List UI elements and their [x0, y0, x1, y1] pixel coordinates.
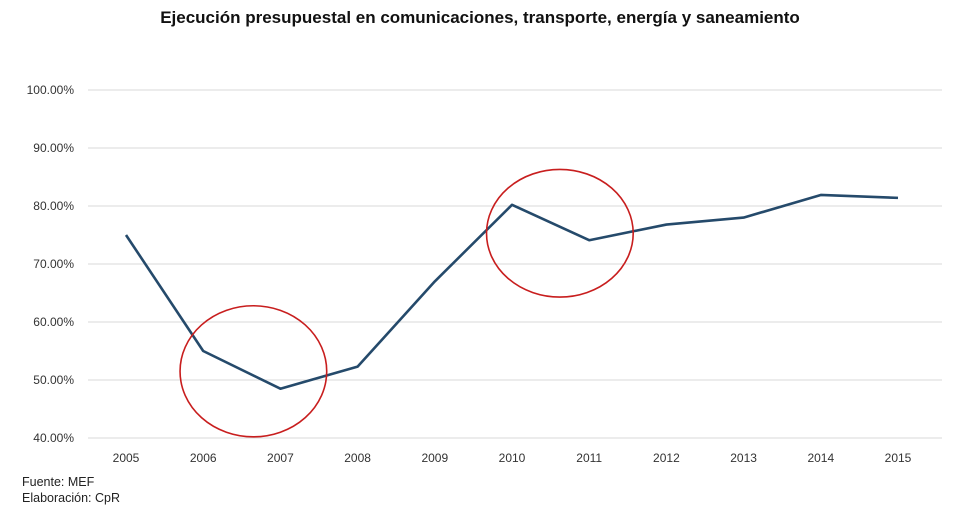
- source-note: Fuente: MEF: [22, 475, 95, 489]
- chart-title: Ejecución presupuestal en comunicaciones…: [160, 8, 800, 27]
- x-tick-label: 2009: [421, 451, 448, 465]
- y-tick-label: 100.00%: [27, 83, 75, 97]
- y-tick-label: 70.00%: [33, 257, 74, 271]
- highlight-ellipse: [179, 304, 328, 438]
- x-tick-label: 2012: [653, 451, 680, 465]
- y-tick-label: 80.00%: [33, 199, 74, 213]
- x-tick-label: 2006: [190, 451, 217, 465]
- x-tick-label: 2010: [499, 451, 526, 465]
- x-tick-label: 2008: [344, 451, 371, 465]
- x-tick-label: 2014: [807, 451, 834, 465]
- annotation-group: [179, 168, 635, 438]
- x-axis-ticks: 2005 2006 2007 2008 2009 2010 2011 2012 2013 2014…: [113, 451, 912, 465]
- x-tick-label: 2005: [113, 451, 140, 465]
- x-tick-label: 2007: [267, 451, 294, 465]
- series-group: [124, 193, 899, 391]
- x-tick-label: 2011: [576, 451, 602, 465]
- series-line: [124, 193, 899, 391]
- y-axis-ticks: 40.00% 50.00% 60.00% 70.00% 80.00% 90.00% 100.…: [27, 83, 75, 445]
- y-tick-label: 90.00%: [33, 141, 74, 155]
- y-tick-label: 50.00%: [33, 373, 74, 387]
- author-note: Elaboración: CpR: [22, 491, 120, 505]
- x-tick-label: 2015: [885, 451, 912, 465]
- x-tick-label: 2013: [730, 451, 757, 465]
- highlight-ellipse: [485, 168, 635, 298]
- grid-lines: [88, 89, 942, 439]
- footer: Fuente: MEF Elaboración: CpR: [22, 474, 120, 506]
- y-tick-label: 60.00%: [33, 315, 74, 329]
- y-tick-label: 40.00%: [33, 431, 74, 445]
